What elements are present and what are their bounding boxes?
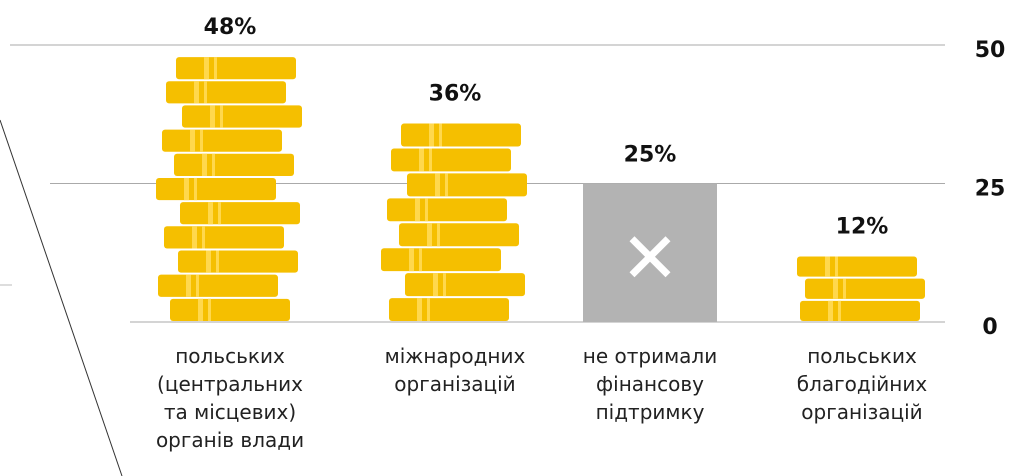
coin-stripe (208, 202, 213, 225)
coin-stripe (419, 148, 424, 172)
cross-icon (629, 236, 671, 278)
coin-stripe (208, 298, 211, 321)
coin-stripe (425, 198, 428, 222)
coin-stripe (202, 153, 207, 176)
coin-stripe (194, 81, 199, 104)
x-tick-label: польських благодійних організацій (796, 344, 928, 424)
coin-stripe (409, 248, 414, 272)
coin-stripe (437, 223, 440, 247)
coin-stripe (214, 57, 217, 80)
coin (162, 129, 282, 152)
coin (797, 256, 917, 277)
coin-stripe (427, 298, 430, 321)
coin-stripe (212, 153, 215, 176)
coin-stripe (200, 129, 203, 152)
coin-stripe (825, 256, 830, 277)
coin (401, 123, 521, 147)
coin-stripe (417, 298, 422, 321)
coin-stripe (835, 256, 838, 277)
coin-stripe (204, 81, 207, 104)
bar (381, 123, 527, 321)
coin-stripe (435, 173, 440, 197)
coin-stripe (429, 148, 432, 172)
value-label: 48% (204, 15, 257, 40)
decor-line (0, 119, 123, 476)
y-tick-label: 50 (975, 38, 1006, 63)
coin (164, 226, 284, 249)
coin (389, 298, 509, 321)
coin-stripe (192, 226, 197, 249)
coin-stripe (198, 298, 203, 321)
coin (166, 81, 286, 104)
coin (387, 198, 507, 222)
coin-stripe (828, 300, 833, 321)
x-tick-label: не отримали фінансову підтримку (582, 344, 718, 424)
coin (176, 57, 296, 80)
coin-stripe (419, 248, 422, 272)
coin (391, 148, 511, 172)
y-tick-label: 25 (975, 177, 1006, 202)
coin-stripe (220, 105, 223, 128)
coin-stripe (204, 57, 209, 80)
coin (182, 105, 302, 128)
x-tick-label: польських (центральних та місцевих) орга… (155, 344, 305, 452)
coin (180, 202, 300, 225)
coin (156, 177, 276, 201)
coin (407, 173, 527, 197)
value-label: 36% (429, 82, 482, 107)
value-label: 12% (836, 215, 889, 240)
coin (405, 273, 525, 297)
coin-stripe (194, 177, 197, 201)
coin-stripe (833, 278, 838, 299)
coin-stripe (210, 105, 215, 128)
coin-stripe (443, 273, 446, 297)
value-label: 25% (624, 143, 677, 168)
coin (174, 153, 294, 176)
coin (178, 250, 298, 273)
bar (156, 57, 302, 321)
coin (158, 274, 278, 297)
coin-stripe (843, 278, 846, 299)
coin-stripe (196, 274, 199, 297)
coin-stripe (184, 177, 189, 201)
coin (381, 248, 501, 272)
coin-stripe (202, 226, 205, 249)
bar (583, 183, 717, 322)
coin-stripe (415, 198, 420, 222)
coin (170, 298, 290, 321)
coin-stripe (433, 273, 438, 297)
x-tick-label: міжнародних організацій (384, 344, 526, 396)
coin (800, 300, 920, 321)
bar (797, 256, 925, 321)
coin (805, 278, 925, 299)
coin-stripe (186, 274, 191, 297)
coin-stripe (429, 123, 434, 147)
coin (399, 223, 519, 247)
coin-stripe (216, 250, 219, 273)
y-tick-label: 0 (982, 315, 997, 340)
coin-stripe (439, 123, 442, 147)
coin-stripe (206, 250, 211, 273)
coin-stripe (427, 223, 432, 247)
coin-stripe (218, 202, 221, 225)
coin-stripe (445, 173, 448, 197)
coin-stripe (190, 129, 195, 152)
coin-stripe (838, 300, 841, 321)
